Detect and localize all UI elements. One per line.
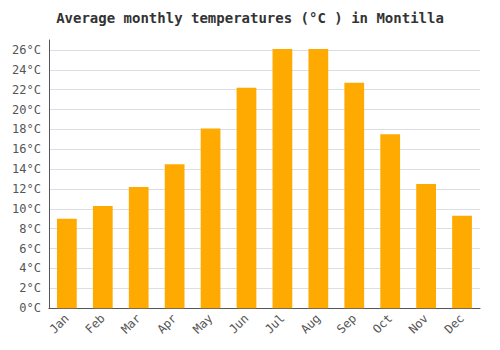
svg-text:Jun: Jun	[226, 311, 251, 336]
svg-text:14°C: 14°C	[12, 162, 41, 176]
svg-text:20°C: 20°C	[12, 103, 41, 117]
svg-text:4°C: 4°C	[19, 261, 41, 275]
svg-text:26°C: 26°C	[12, 43, 41, 57]
svg-text:10°C: 10°C	[12, 202, 41, 216]
svg-text:Apr: Apr	[154, 311, 179, 336]
svg-text:12°C: 12°C	[12, 182, 41, 196]
svg-text:0°C: 0°C	[19, 301, 41, 315]
svg-text:Nov: Nov	[406, 311, 431, 336]
svg-text:Aug: Aug	[298, 311, 323, 336]
svg-text:Dec: Dec	[442, 311, 467, 336]
svg-text:Jul: Jul	[262, 311, 287, 336]
svg-text:22°C: 22°C	[12, 83, 41, 97]
svg-text:Jan: Jan	[47, 311, 72, 336]
svg-text:24°C: 24°C	[12, 63, 41, 77]
svg-text:18°C: 18°C	[12, 122, 41, 136]
svg-text:8°C: 8°C	[19, 222, 41, 236]
svg-text:2°C: 2°C	[19, 281, 41, 295]
svg-text:Average monthly temperatures (: Average monthly temperatures (°C ) in Mo…	[56, 10, 444, 26]
svg-text:Sep: Sep	[334, 311, 359, 336]
svg-text:16°C: 16°C	[12, 142, 41, 156]
svg-text:May: May	[190, 311, 215, 336]
svg-text:Oct: Oct	[370, 311, 395, 336]
svg-text:6°C: 6°C	[19, 242, 41, 256]
svg-text:Feb: Feb	[83, 311, 108, 336]
svg-text:Mar: Mar	[118, 311, 143, 336]
